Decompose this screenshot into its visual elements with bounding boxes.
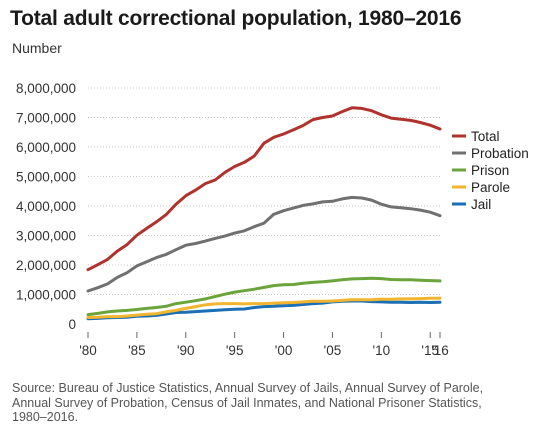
legend-label-prison: Prison [471,163,509,178]
y-tick-label: 0 [68,317,76,332]
legend-label-total: Total [471,129,500,144]
series-line-jail [86,299,442,321]
y-axis-label: Number [12,40,62,56]
x-tick-label: '15 [421,343,439,358]
y-tick-label: 4,000,000 [16,199,76,214]
legend-label-probation: Probation [471,146,529,161]
x-tick-label: '10 [373,343,391,358]
legend-label-jail: Jail [471,197,491,212]
series-line-probation [86,195,442,293]
x-tick-label: '90 [177,343,195,358]
x-axis-ticks: '80 '85 '90 '95 '00 '05 '10 '15'16 [79,332,449,358]
series-line-parole [86,296,442,319]
source-note: Source: Bureau of Justice Statistics, An… [12,381,484,424]
y-tick-label: 2,000,000 [16,258,76,273]
series-lines [86,106,442,321]
x-tick-label: '95 [226,343,244,358]
x-tick-label: '16 [431,343,449,358]
y-tick-label: 3,000,000 [16,229,76,244]
x-tick-label: '80 [79,343,97,358]
series-line-prison [86,276,442,317]
x-tick-label: '05 [324,343,342,358]
line-chart: 0 1,000,000 2,000,000 3,000,000 4,000,000 5,0… [16,81,529,358]
x-tick-label: '85 [128,343,146,358]
chart-title: Total adult correctional population, 198… [10,7,462,30]
y-tick-label: 7,000,000 [16,111,76,126]
y-tick-label: 5,000,000 [16,170,76,185]
legend: Total Probation Prison Parole Jail [452,129,529,212]
y-axis-ticks: 0 1,000,000 2,000,000 3,000,000 4,000,000 5,0… [16,81,76,332]
x-tick-label: '00 [275,343,293,358]
legend-label-parole: Parole [471,180,510,195]
y-tick-label: 8,000,000 [16,81,76,96]
y-tick-label: 6,000,000 [16,140,76,155]
y-tick-label: 1,000,000 [16,288,76,303]
series-line-total [86,106,442,272]
